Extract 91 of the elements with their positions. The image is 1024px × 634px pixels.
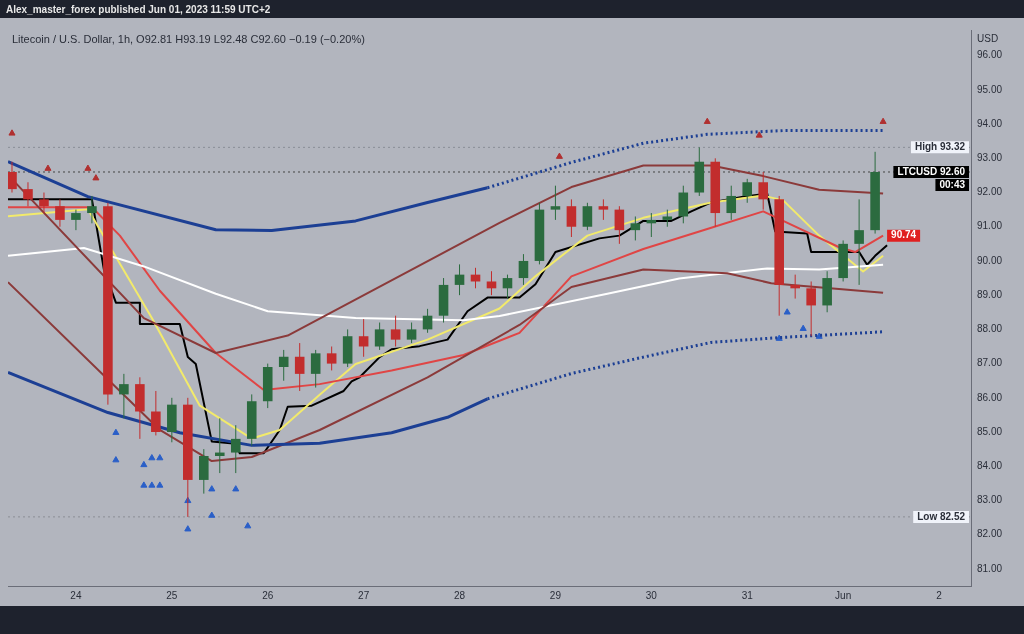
y-tick-label: 87.00	[977, 357, 1003, 369]
ref-line-label: Low 82.52	[917, 510, 966, 522]
point	[92, 174, 100, 181]
x-tick-label: 26	[262, 589, 274, 601]
point	[799, 324, 807, 331]
y-tick-label: 94.00	[977, 117, 1003, 129]
candlestick	[358, 318, 369, 358]
annotation: 90.74	[891, 229, 917, 241]
x-tick-label: 25	[166, 589, 178, 601]
point	[44, 164, 52, 171]
candlestick	[630, 215, 641, 241]
y-tick-label: 95.00	[977, 83, 1003, 95]
candlestick	[598, 198, 609, 221]
candlestick	[119, 373, 129, 419]
y-tick-label: 93.00	[977, 152, 1003, 164]
ref-line-label: High 93.32	[914, 141, 966, 153]
candlestick	[230, 424, 241, 474]
candlestick	[742, 178, 753, 204]
candlestick	[726, 185, 737, 221]
candlestick	[310, 349, 321, 389]
point	[112, 456, 120, 463]
candlestick	[518, 253, 529, 286]
x-tick-label: 29	[549, 589, 562, 601]
x-tick-label: 28	[453, 589, 466, 601]
point	[755, 131, 763, 138]
point	[148, 481, 156, 488]
x-tick-label: Jun	[835, 589, 852, 601]
point	[140, 481, 148, 488]
candlestick	[486, 270, 497, 296]
point	[555, 152, 563, 159]
point	[208, 485, 216, 492]
point	[156, 454, 164, 461]
candlestick	[374, 322, 385, 351]
candlestick	[502, 274, 513, 300]
candlestick	[678, 185, 689, 224]
candlestick	[71, 209, 81, 231]
x-tick-label: 27	[358, 589, 370, 601]
y-tick-label: 88.00	[977, 323, 1003, 335]
y-tick-label: 91.00	[977, 220, 1003, 232]
candlestick	[582, 202, 593, 231]
candlestick	[55, 198, 65, 228]
x-tick-label: 2	[936, 589, 943, 601]
point	[112, 428, 120, 435]
y-tick-label: 84.00	[977, 460, 1003, 471]
point	[244, 522, 252, 529]
point	[232, 485, 240, 492]
x-tick-label: 30	[645, 589, 658, 601]
y-tick-label: 89.00	[977, 288, 1003, 300]
point	[208, 511, 216, 518]
chart-title: Litecoin / U.S. Dollar, 1h, O92.81 H93.19 L92.48 C92.60 −0.19 (−0.20%)	[12, 32, 365, 45]
y-tick-label: 83.00	[977, 494, 1003, 506]
y-tick-label: 96.00	[977, 49, 1003, 61]
y-tick-label: 82.00	[977, 528, 1003, 540]
chart-subtitle: Alex_master_forex published Jun 01, 2023 11:59 UTC+2	[6, 3, 271, 17]
candlestick	[790, 274, 800, 300]
x-tick-label: 31	[741, 589, 754, 601]
candlestick	[214, 417, 225, 474]
candlestick	[758, 171, 769, 211]
y-tick-label: 90.00	[977, 254, 1003, 266]
y-tick-label: 85.00	[977, 425, 1003, 437]
point	[156, 481, 164, 488]
candlestick	[614, 205, 625, 245]
candlestick	[854, 198, 864, 286]
candlestick	[550, 185, 561, 221]
point	[879, 117, 887, 124]
y-tick-label: 86.00	[977, 391, 1003, 403]
point	[783, 308, 791, 315]
candlestick	[406, 322, 417, 344]
point	[703, 117, 711, 124]
candlestick	[390, 315, 401, 347]
y-axis-title: USD	[977, 32, 999, 44]
candlestick	[87, 195, 97, 224]
candlestick	[278, 349, 289, 382]
point	[84, 164, 92, 171]
candlestick	[151, 390, 161, 436]
point	[184, 525, 192, 532]
x-tick-label: 24	[70, 589, 82, 601]
ref-line-label: LTCUSD 92.60	[897, 165, 966, 177]
candlestick	[39, 192, 49, 214]
candlestick	[454, 263, 465, 296]
y-tick-label: 81.00	[977, 562, 1003, 574]
point	[8, 129, 16, 136]
candlestick	[8, 161, 17, 194]
point	[140, 460, 148, 468]
point	[148, 454, 156, 461]
candlestick	[326, 345, 337, 371]
annotation: 00:43	[939, 178, 966, 190]
candlestick	[23, 181, 33, 207]
candlestick	[294, 342, 305, 392]
candlestick	[566, 198, 577, 238]
y-tick-label: 92.00	[977, 186, 1003, 198]
